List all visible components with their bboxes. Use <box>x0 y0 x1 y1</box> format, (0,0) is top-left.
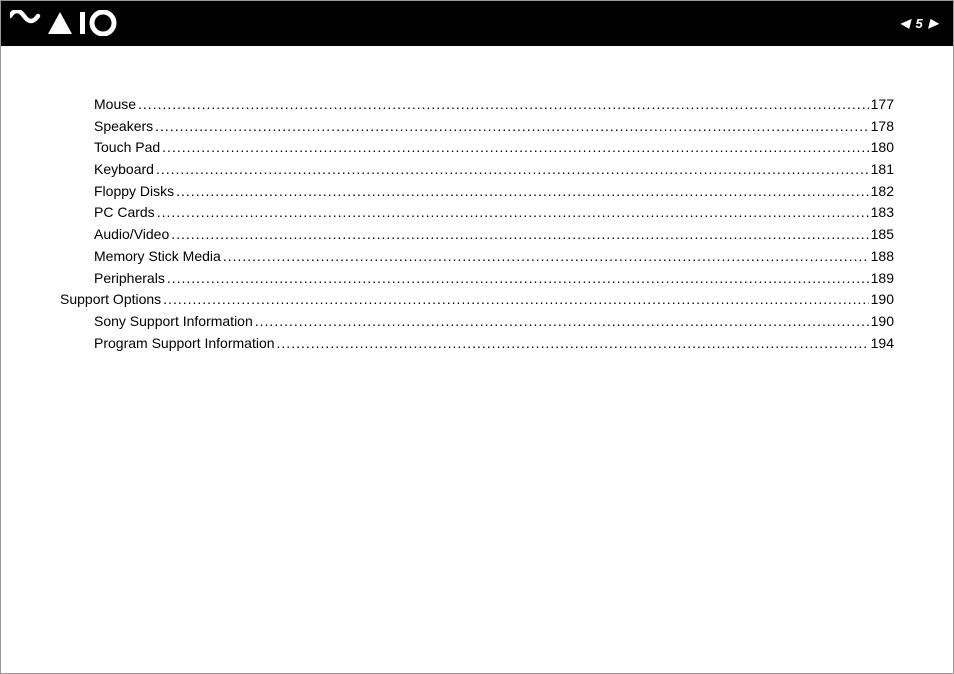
toc-entry-page: 178 <box>871 116 894 138</box>
toc-entry[interactable]: Mouse 177 <box>60 94 894 116</box>
toc-entry-page: 177 <box>871 94 894 116</box>
vaio-logo-svg <box>10 10 120 36</box>
toc-entry-label: Sony Support Information <box>94 311 253 333</box>
toc-entry[interactable]: PC Cards 183 <box>60 202 894 224</box>
toc-entry[interactable]: Floppy Disks 182 <box>60 181 894 203</box>
toc-entry-label: Floppy Disks <box>94 181 174 203</box>
page-number: 5 <box>916 16 923 31</box>
vaio-logo <box>10 10 120 36</box>
toc-leader-dots <box>255 311 869 333</box>
toc-leader-dots <box>157 202 869 224</box>
toc-entry-label: Support Options <box>60 289 161 311</box>
toc-leader-dots <box>223 246 869 268</box>
toc-leader-dots <box>171 224 868 246</box>
toc-entry-label: Mouse <box>94 94 136 116</box>
toc-leader-dots <box>138 94 869 116</box>
toc-entry-page: 185 <box>871 224 894 246</box>
toc-entry-page: 190 <box>871 311 894 333</box>
toc-entry-page: 183 <box>871 202 894 224</box>
toc-leader-dots <box>176 181 869 203</box>
toc-entry-label: Program Support Information <box>94 333 275 355</box>
toc-entry[interactable]: Memory Stick Media 188 <box>60 246 894 268</box>
toc-entry-page: 190 <box>871 289 894 311</box>
toc-leader-dots <box>156 159 869 181</box>
toc-entry[interactable]: Sony Support Information 190 <box>60 311 894 333</box>
toc-entry-page: 181 <box>871 159 894 181</box>
page-navigation: ◀ 5 ▶ <box>900 16 938 31</box>
toc-leader-dots <box>167 268 869 290</box>
toc-entry[interactable]: Program Support Information 194 <box>60 333 894 355</box>
toc-entry-label: Speakers <box>94 116 153 138</box>
toc-entry-label: Peripherals <box>94 268 165 290</box>
toc-leader-dots <box>155 116 868 138</box>
toc-entry[interactable]: Peripherals 189 <box>60 268 894 290</box>
toc-entry-page: 194 <box>871 333 894 355</box>
next-page-arrow-icon[interactable]: ▶ <box>929 17 938 29</box>
toc-entry-page: 188 <box>871 246 894 268</box>
toc-entry-label: Memory Stick Media <box>94 246 221 268</box>
toc-entry-label: Keyboard <box>94 159 154 181</box>
toc-entry[interactable]: Touch Pad 180 <box>60 137 894 159</box>
toc-leader-dots <box>163 289 868 311</box>
toc-entry-page: 189 <box>871 268 894 290</box>
toc-entry-label: Audio/Video <box>94 224 169 246</box>
toc-entry-page: 182 <box>871 181 894 203</box>
toc-entry-page: 180 <box>871 137 894 159</box>
toc-leader-dots <box>162 137 868 159</box>
toc-entry-label: Touch Pad <box>94 137 160 159</box>
toc-entry[interactable]: Keyboard 181 <box>60 159 894 181</box>
toc-entry[interactable]: Audio/Video 185 <box>60 224 894 246</box>
toc-content: Mouse 177 Speakers 178 Touch Pad 180 Keyboard 1… <box>0 46 954 354</box>
header-bar: ◀ 5 ▶ <box>0 0 954 46</box>
toc-leader-dots <box>277 333 869 355</box>
prev-page-arrow-icon[interactable]: ◀ <box>900 17 909 29</box>
toc-entry-label: PC Cards <box>94 202 155 224</box>
toc-entry[interactable]: Support Options 190 <box>60 289 894 311</box>
toc-entry[interactable]: Speakers 178 <box>60 116 894 138</box>
